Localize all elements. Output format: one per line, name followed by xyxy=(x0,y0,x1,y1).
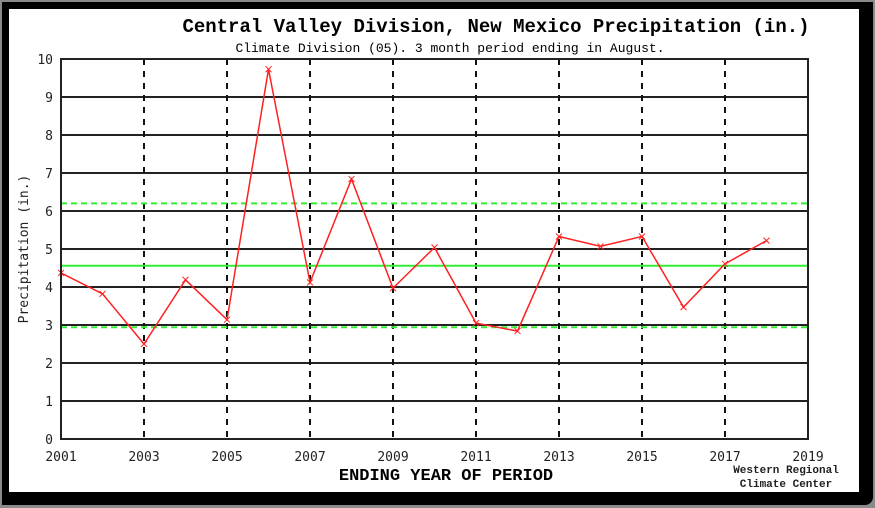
x-tick-label: 2017 xyxy=(709,450,740,465)
y-tick-label: 5 xyxy=(45,243,53,258)
series-line xyxy=(60,69,767,346)
x-tick-label: 2001 xyxy=(45,450,76,465)
credit-line-2: Climate Center xyxy=(740,479,832,491)
data-point-marker xyxy=(597,242,604,250)
data-point-marker xyxy=(638,233,646,240)
plot-border xyxy=(60,58,809,440)
y-tick-label: 9 xyxy=(45,91,53,106)
data-series xyxy=(57,65,770,348)
data-point-marker xyxy=(182,276,189,284)
x-axis-label: ENDING YEAR OF PERIOD xyxy=(339,467,553,486)
x-tick-label: 2019 xyxy=(792,450,823,465)
data-point-marker xyxy=(348,175,355,183)
data-point-marker xyxy=(223,316,231,324)
x-tick-label: 2005 xyxy=(211,450,242,465)
y-tick-label: 1 xyxy=(45,395,53,410)
y-tick-label: 7 xyxy=(45,167,53,182)
y-tick-label: 10 xyxy=(37,53,53,68)
y-axis-ticks: 0 1 2 3 4 5 6 7 8 9 10 xyxy=(37,53,53,448)
x-tick-label: 2011 xyxy=(460,450,491,465)
x-axis-ticks: 2001 2003 2005 2007 2009 2011 2013 2015 2017 2019 xyxy=(45,450,823,465)
y-axis-label: Precipitation (in.) xyxy=(17,175,32,324)
reference-lines xyxy=(61,202,808,329)
data-point-marker xyxy=(306,279,314,286)
y-tick-label: 8 xyxy=(45,129,53,144)
x-tick-label: 2013 xyxy=(543,450,574,465)
chart-panel xyxy=(9,9,859,492)
data-point-marker xyxy=(140,340,148,348)
credit-line-1: Western Regional xyxy=(733,465,839,477)
x-tick-label: 2003 xyxy=(128,450,159,465)
data-point-marker xyxy=(265,65,272,73)
chart-subtitle: Climate Division (05). 3 month period en… xyxy=(235,41,664,56)
data-point-marker xyxy=(99,290,106,298)
data-point-marker xyxy=(431,244,438,251)
data-point-marker xyxy=(389,284,397,292)
y-tick-label: 3 xyxy=(45,319,53,334)
x-tick-label: 2015 xyxy=(626,450,657,465)
data-point-marker xyxy=(472,319,480,327)
data-point-marker xyxy=(763,237,770,244)
x-tick-label: 2009 xyxy=(377,450,408,465)
chart-title: Central Valley Division, New Mexico Prec… xyxy=(182,16,809,38)
data-point-marker xyxy=(555,233,563,240)
data-point-marker xyxy=(514,327,521,335)
x-tick-label: 2007 xyxy=(294,450,325,465)
data-point-marker xyxy=(721,260,729,268)
y-tick-label: 6 xyxy=(45,205,53,220)
y-tick-label: 2 xyxy=(45,357,53,372)
y-tick-label: 4 xyxy=(45,281,53,296)
y-tick-label: 0 xyxy=(45,433,53,448)
data-point-marker xyxy=(680,303,687,311)
